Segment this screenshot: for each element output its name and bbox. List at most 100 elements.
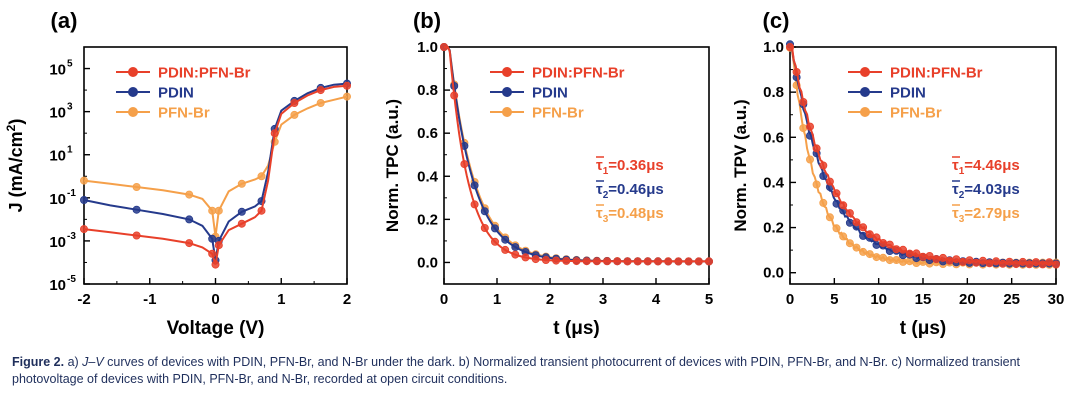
x-tick-label: 3 <box>599 291 607 308</box>
data-point <box>237 219 246 228</box>
data-point <box>865 230 874 239</box>
tau-annotation: τ1=0.36μs <box>596 157 664 177</box>
data-point <box>521 253 530 262</box>
data-point <box>859 247 868 256</box>
data-point <box>852 218 861 227</box>
data-point <box>845 239 854 248</box>
tau-annotation: τ2=4.03μs <box>952 181 1020 201</box>
data-point <box>1052 260 1061 269</box>
data-point <box>905 249 914 258</box>
data-point <box>978 256 987 265</box>
data-point <box>799 98 808 107</box>
data-point <box>845 218 854 227</box>
panel-b-tpc: (b) 0 1 2 3 4 5 0.0 0.2 0.4 0.6 0.8 1.0 t (μs) Norm. T… <box>383 8 713 339</box>
data-point <box>839 201 848 210</box>
y-tick-label: 0.8 <box>763 84 784 101</box>
data-point <box>460 160 469 169</box>
data-point <box>490 224 499 233</box>
panel-label: (c) <box>763 8 790 33</box>
data-point <box>185 239 194 248</box>
data-point <box>501 245 510 254</box>
data-point <box>80 225 89 234</box>
data-point <box>214 241 223 250</box>
legend-marker <box>502 107 512 117</box>
x-axis-label: t (μs) <box>553 318 599 339</box>
y-axis-label: J (mA/cm2) <box>4 119 26 213</box>
data-point <box>825 213 834 222</box>
legend-label: PDIN <box>890 85 926 102</box>
data-point <box>839 232 848 241</box>
legend-label: PDIN:PFN-Br <box>890 65 983 82</box>
data-point <box>674 257 683 266</box>
data-point <box>972 258 981 267</box>
y-tick-label: 0.6 <box>763 129 784 146</box>
data-point <box>592 257 601 266</box>
caption-label: Figure 2. <box>12 355 65 369</box>
data-point <box>992 257 1001 266</box>
data-point <box>290 110 299 119</box>
x-tick-label: 5 <box>705 291 713 308</box>
y-tick-label: 10 <box>49 191 66 208</box>
data-point <box>885 256 894 265</box>
legend-marker <box>128 87 138 97</box>
legend-marker <box>502 87 512 97</box>
data-point <box>654 257 663 266</box>
y-tick-label: 0.0 <box>763 265 784 282</box>
y-tick-label: 0.4 <box>763 174 785 191</box>
y-tick-exponent: -5 <box>67 274 76 285</box>
y-tick-label: 1.0 <box>763 39 784 56</box>
data-point <box>623 257 632 266</box>
y-axis-label: Norm. TPC (a.u.) <box>383 99 402 232</box>
data-point <box>1025 260 1034 269</box>
data-point <box>912 249 921 258</box>
legend-marker <box>502 67 512 77</box>
data-point <box>1045 258 1054 267</box>
data-point <box>879 238 888 247</box>
data-point <box>792 68 801 77</box>
data-point <box>799 124 808 133</box>
x-tick-label: 25 <box>1003 291 1020 308</box>
data-point <box>214 206 223 215</box>
data-point <box>470 200 479 209</box>
y-tick-label: 10 <box>49 277 66 294</box>
data-point <box>985 259 994 268</box>
data-point <box>958 257 967 266</box>
data-point <box>819 171 828 180</box>
y-tick-label: 0.2 <box>763 220 784 237</box>
data-point <box>1018 257 1027 266</box>
data-point <box>208 206 217 215</box>
data-point <box>1032 258 1041 267</box>
data-point <box>290 99 299 108</box>
data-point <box>819 198 828 207</box>
data-point <box>342 92 351 101</box>
data-point <box>470 181 479 190</box>
x-tick-label: -1 <box>143 291 156 308</box>
data-point <box>892 255 901 264</box>
data-point <box>832 199 841 208</box>
caption-part-a-prefix: a) <box>64 355 83 369</box>
data-point <box>480 207 489 216</box>
data-point <box>812 144 821 153</box>
data-point <box>501 235 510 244</box>
x-tick-label: 1 <box>277 291 285 308</box>
y-tick-exponent: -3 <box>67 231 76 242</box>
plot-frame <box>83 46 348 285</box>
data-point <box>885 240 894 249</box>
data-point <box>511 243 520 252</box>
caption-text: curves of devices with PDIN, PFN-Br, and… <box>12 355 1021 386</box>
data-point <box>257 206 266 215</box>
data-point <box>899 245 908 254</box>
series-line-PFN-Br <box>83 95 348 237</box>
data-point <box>531 255 540 264</box>
x-tick-label: 15 <box>915 291 932 308</box>
legend-label: PFN-Br <box>158 105 210 122</box>
data-point <box>480 223 489 232</box>
data-point <box>825 177 834 186</box>
data-point <box>806 122 815 131</box>
data-point <box>270 129 279 138</box>
plot-frame <box>443 46 710 285</box>
data-point <box>185 215 194 224</box>
data-point <box>812 180 821 189</box>
y-tick-label: 0.4 <box>417 168 439 185</box>
data-point <box>998 259 1007 268</box>
